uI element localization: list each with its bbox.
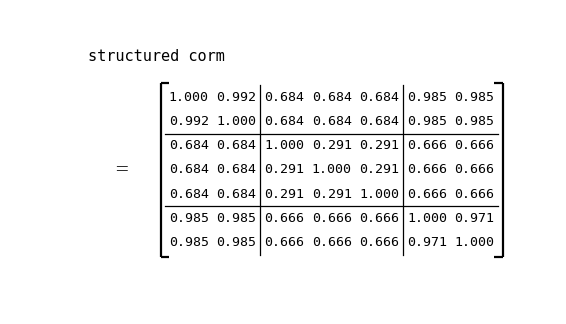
Text: 0.985: 0.985 xyxy=(217,236,256,249)
Text: 1.000: 1.000 xyxy=(454,236,495,249)
Text: 0.684: 0.684 xyxy=(359,115,400,128)
Text: 1.000: 1.000 xyxy=(359,188,400,201)
Text: 0.666: 0.666 xyxy=(359,212,400,225)
Text: 0.291: 0.291 xyxy=(359,139,400,152)
Text: 1.000: 1.000 xyxy=(264,139,304,152)
Text: 0.684: 0.684 xyxy=(264,115,304,128)
Text: 0.992: 0.992 xyxy=(217,91,256,104)
Text: 0.291: 0.291 xyxy=(359,163,400,176)
Text: 0.666: 0.666 xyxy=(264,212,304,225)
Text: structured corm: structured corm xyxy=(88,49,225,64)
Text: 0.985: 0.985 xyxy=(454,91,495,104)
Text: 1.000: 1.000 xyxy=(407,212,447,225)
Text: 0.971: 0.971 xyxy=(407,236,447,249)
Text: 0.666: 0.666 xyxy=(454,188,495,201)
Text: =: = xyxy=(114,161,128,178)
Text: 0.971: 0.971 xyxy=(454,212,495,225)
Text: 0.985: 0.985 xyxy=(169,212,209,225)
Text: 0.666: 0.666 xyxy=(454,139,495,152)
Text: 0.985: 0.985 xyxy=(407,91,447,104)
Text: 0.684: 0.684 xyxy=(169,163,209,176)
Text: 0.666: 0.666 xyxy=(407,163,447,176)
Text: 0.985: 0.985 xyxy=(217,212,256,225)
Text: 0.666: 0.666 xyxy=(359,236,400,249)
Text: 0.291: 0.291 xyxy=(264,188,304,201)
Text: 0.666: 0.666 xyxy=(407,139,447,152)
Text: 0.666: 0.666 xyxy=(407,188,447,201)
Text: 0.291: 0.291 xyxy=(264,163,304,176)
Text: 0.684: 0.684 xyxy=(169,139,209,152)
Text: 0.291: 0.291 xyxy=(312,188,351,201)
Text: 0.985: 0.985 xyxy=(407,115,447,128)
Text: 0.992: 0.992 xyxy=(169,115,209,128)
Text: 0.684: 0.684 xyxy=(264,91,304,104)
Text: 1.000: 1.000 xyxy=(312,163,351,176)
Text: 0.666: 0.666 xyxy=(312,212,351,225)
Text: 0.985: 0.985 xyxy=(169,236,209,249)
Text: 0.684: 0.684 xyxy=(217,139,256,152)
Text: 0.666: 0.666 xyxy=(264,236,304,249)
Text: 0.684: 0.684 xyxy=(169,188,209,201)
Text: 0.684: 0.684 xyxy=(312,91,351,104)
Text: 1.000: 1.000 xyxy=(169,91,209,104)
Text: 0.684: 0.684 xyxy=(217,163,256,176)
Text: 0.684: 0.684 xyxy=(312,115,351,128)
Text: 0.684: 0.684 xyxy=(359,91,400,104)
Text: 0.666: 0.666 xyxy=(454,163,495,176)
Text: 0.666: 0.666 xyxy=(312,236,351,249)
Text: 1.000: 1.000 xyxy=(217,115,256,128)
Text: 0.985: 0.985 xyxy=(454,115,495,128)
Text: 0.684: 0.684 xyxy=(217,188,256,201)
Text: 0.291: 0.291 xyxy=(312,139,351,152)
